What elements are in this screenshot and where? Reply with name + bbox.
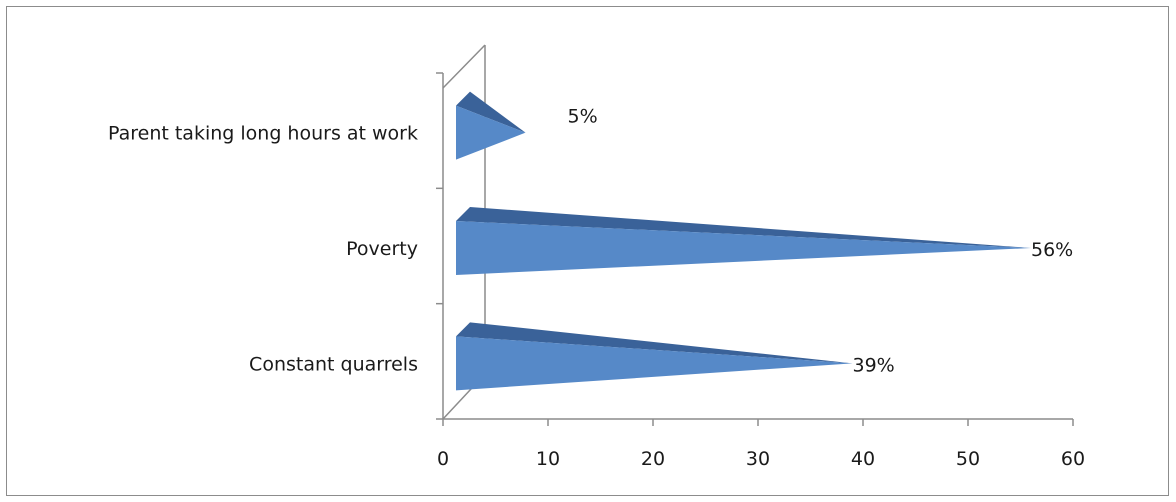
bar-parent-taking-long-hours-at-work[interactable] xyxy=(456,105,526,160)
category-label: Poverty xyxy=(346,238,418,260)
labels: 0 10 20 30 40 50 60 Parent taking long hours at… xyxy=(108,106,1085,470)
x-tick-label: 50 xyxy=(956,448,980,470)
x-tick-label: 20 xyxy=(641,448,665,470)
category-label: Constant quarrels xyxy=(249,353,418,375)
x-tick-label: 60 xyxy=(1061,448,1085,470)
x-tick-label: 30 xyxy=(746,448,770,470)
x-tick-label: 40 xyxy=(851,448,875,470)
bars xyxy=(456,91,1031,391)
bar-top-face xyxy=(456,322,853,364)
bar-constant-quarrels[interactable] xyxy=(456,336,853,391)
x-tick-label: 0 xyxy=(437,448,449,470)
bar-top-face xyxy=(456,91,526,133)
x-tick-label: 10 xyxy=(536,448,560,470)
data-label: 39% xyxy=(853,354,895,376)
data-label: 56% xyxy=(1031,239,1073,261)
category-label: Parent taking long hours at work xyxy=(108,123,418,145)
bar-poverty[interactable] xyxy=(456,221,1031,275)
data-label: 5% xyxy=(568,106,598,128)
top-depth-line xyxy=(442,44,486,89)
bar-top-face xyxy=(456,207,1031,248)
